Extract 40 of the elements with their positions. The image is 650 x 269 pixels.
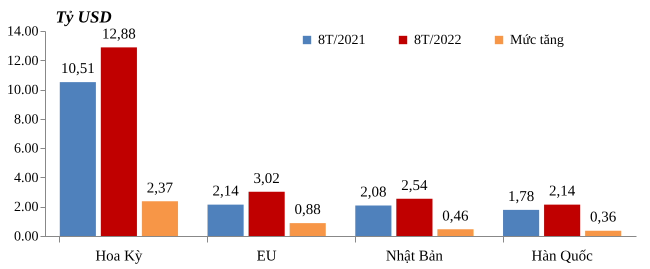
bar: [248, 192, 285, 236]
bar: [60, 82, 96, 236]
bar: [437, 229, 474, 236]
y-tick-label: 2.00: [14, 200, 38, 216]
y-tick-label: 8.00: [14, 112, 38, 128]
data-label: 2,14: [549, 184, 576, 200]
bar: [544, 204, 580, 236]
bar: [100, 47, 137, 236]
data-label: 2,14: [212, 184, 240, 200]
data-label: 3,02: [254, 170, 280, 187]
data-label: 2,37: [146, 180, 174, 196]
y-tick-label: 4.00: [14, 170, 38, 186]
bar: [142, 201, 178, 236]
data-label: 12,88: [102, 26, 136, 42]
legend-label: 8T/2022: [414, 33, 462, 48]
bar: [585, 230, 622, 236]
x-tick-label: Hoa Kỳ: [95, 248, 143, 264]
data-label: 0,36: [590, 210, 617, 226]
data-label: 2,08: [360, 184, 386, 201]
y-tick-label: 0.00: [14, 230, 38, 244]
y-tick-label: 14.00: [7, 24, 38, 40]
bar: [503, 210, 540, 236]
y-axis-title: Tỷ USD: [56, 8, 112, 26]
y-tick-label: 12.00: [7, 54, 38, 69]
x-tick-label: EU: [256, 248, 277, 264]
y-tick-label: 10.00: [7, 83, 38, 98]
y-tick-label: 6.00: [14, 142, 38, 157]
data-label: 0,88: [294, 202, 321, 218]
data-label: 2,54: [401, 178, 428, 194]
bar: [208, 204, 244, 236]
data-label: 0,46: [442, 208, 470, 224]
x-tick-label: Nhật Bản: [386, 248, 444, 264]
bar: [290, 223, 326, 236]
x-tick-label: Hàn Quốc: [532, 248, 594, 264]
legend-label: Mức tăng: [510, 33, 564, 48]
bar: [396, 198, 432, 236]
data-label: 1,78: [508, 188, 534, 205]
legend-label: 8T/2021: [318, 33, 366, 48]
bar: [355, 206, 392, 236]
data-label: 10,51: [60, 61, 95, 78]
